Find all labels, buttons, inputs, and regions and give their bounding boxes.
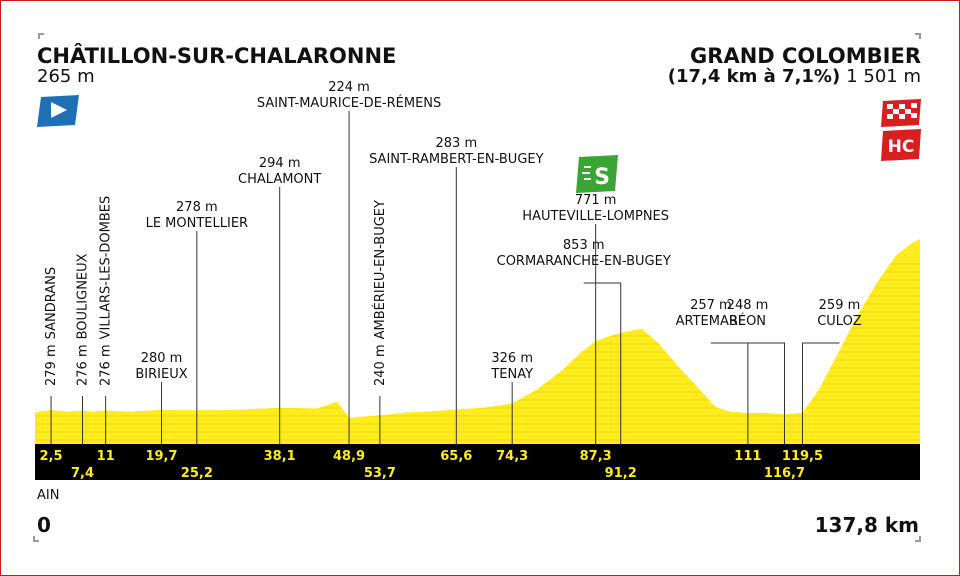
- waypoint-line: [747, 342, 785, 444]
- km-label: 53,7: [364, 466, 396, 481]
- km-label: 11: [97, 449, 115, 464]
- km-label: 91,2: [605, 466, 637, 481]
- waypoint-name: AMBÉRIEU-EN-BUGEY: [372, 200, 388, 339]
- waypoint-name: HAUTEVILLE-LOMPNES: [522, 209, 669, 224]
- waypoint-label: 240 m AMBÉRIEU-EN-BUGEY: [372, 200, 388, 386]
- corner-top-left: [38, 33, 44, 39]
- km-label: 48,9: [333, 449, 365, 464]
- finish-altitude: 1 501 m: [846, 66, 921, 87]
- corner-bottom-left: [33, 536, 39, 542]
- waypoint-altitude: 280 m: [141, 351, 183, 366]
- finish-climb-info: (17,4 km à 7,1%) 1 501 m: [668, 66, 921, 87]
- waypoint-label: 276 m VILLARS-LES-DOMBES: [99, 196, 114, 386]
- km-label: 74,3: [496, 449, 528, 464]
- waypoint-name: SANDRANS: [44, 267, 59, 340]
- waypoint-altitude: 326 m: [491, 351, 533, 366]
- hc-category-label: HC: [888, 137, 915, 157]
- start-town-title: CHÂTILLON-SUR-CHALARONNE: [37, 43, 396, 68]
- km-label: 2,5: [40, 449, 63, 464]
- waypoint-altitude: 283 m: [436, 136, 478, 151]
- waypoint-line: [583, 282, 622, 444]
- waypoint-altitude: 771 m: [575, 193, 617, 208]
- waypoint-altitude: 276 m: [76, 344, 91, 386]
- waypoint-layer: 279 m SANDRANS 276 m BOULIGNEUX 276 m VILLARS…: [44, 80, 862, 444]
- waypoint-altitude: 224 m: [328, 80, 370, 95]
- waypoint-altitude: 276 m: [99, 344, 114, 386]
- waypoint-name: ARTEMARE: [676, 314, 747, 329]
- start-flag-icon: [37, 95, 79, 127]
- km-label: 119,5: [782, 449, 823, 464]
- region-label: AIN: [37, 488, 59, 503]
- km-band: [35, 444, 920, 480]
- sprint-label: S: [594, 165, 610, 190]
- start-altitude: 265 m: [37, 66, 95, 87]
- waypoint-name: VILLARS-LES-DOMBES: [99, 196, 114, 340]
- km-label: 38,1: [264, 449, 296, 464]
- x-start-label: 0: [37, 513, 51, 537]
- finish-checkered-icon: [881, 99, 921, 127]
- finish-climb: (17,4 km à 7,1%): [668, 66, 840, 87]
- corner-top-right: [915, 33, 921, 39]
- finish-town-title: GRAND COLOMBIER: [690, 44, 921, 68]
- km-label: 111: [734, 449, 761, 464]
- km-label: 7,4: [71, 466, 94, 481]
- profile-layer: [35, 239, 920, 444]
- waypoint-label: 276 m BOULIGNEUX: [76, 253, 91, 386]
- km-label-layer: 2,5 7,411 19,7 25,2 38,1 48,9 53,7 65,6 74,3 87,3…: [40, 449, 823, 481]
- waypoint-name: BOULIGNEUX: [76, 253, 91, 339]
- km-label: 65,6: [440, 449, 472, 464]
- km-label: 19,7: [145, 449, 177, 464]
- sprint-icon: S: [576, 155, 618, 193]
- waypoint-name: BIRIEUX: [135, 367, 187, 382]
- waypoint-altitude: 853 m: [563, 238, 605, 253]
- waypoint-name: CORMARANCHE-EN-BUGEY: [497, 254, 671, 269]
- corner-bottom-right: [915, 536, 921, 542]
- waypoint-name: CULOZ: [817, 314, 862, 329]
- waypoint-altitude: 248 m: [727, 298, 769, 313]
- hc-climb-icon: HC: [881, 129, 921, 161]
- waypoint-name: CHALAMONT: [238, 172, 321, 187]
- waypoint-line: [801, 342, 840, 444]
- waypoint-name: TENAY: [490, 367, 533, 382]
- waypoint-name: LE MONTELLIER: [146, 216, 248, 231]
- waypoint-name: BÉON: [729, 313, 766, 329]
- waypoint-altitude: 279 m: [44, 344, 59, 386]
- waypoint-altitude: 240 m: [373, 344, 388, 386]
- waypoint-name: SAINT-MAURICE-DE-RÉMENS: [257, 95, 441, 111]
- waypoint-altitude: 259 m: [819, 298, 861, 313]
- waypoint-altitude: 257 m: [690, 298, 732, 313]
- km-label: 116,7: [764, 466, 805, 481]
- waypoint-altitude: 278 m: [176, 200, 218, 215]
- waypoint-name: SAINT-RAMBERT-EN-BUGEY: [369, 152, 544, 167]
- km-label: 25,2: [181, 466, 213, 481]
- waypoint-altitude: 294 m: [259, 156, 301, 171]
- waypoint-label: 279 m SANDRANS: [44, 267, 59, 386]
- profile-area: [35, 239, 920, 444]
- x-end-label: 137,8 km: [815, 513, 919, 537]
- km-label: 87,3: [580, 449, 612, 464]
